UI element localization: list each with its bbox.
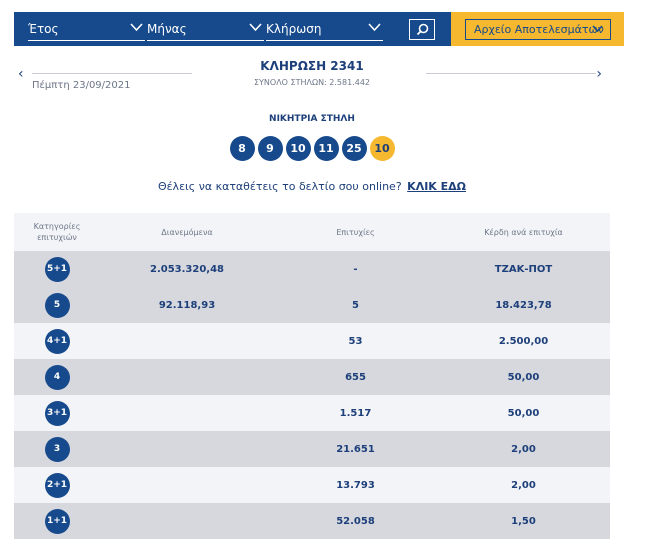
table-row: 3 21.651 2,00: [14, 431, 610, 467]
category-cell: 5+1: [14, 251, 100, 287]
winning-number-ball: 11: [313, 136, 339, 161]
category-cell: 2+1: [14, 467, 100, 503]
winners-cell: 5: [352, 299, 359, 311]
draw-select-label: Κλήρωση: [266, 22, 322, 36]
table-row: 5 92.118,93 5 18.423,78: [14, 287, 610, 323]
winning-number-ball: 8: [229, 136, 255, 161]
category-badge: 3: [44, 436, 70, 462]
month-select[interactable]: Μήνας: [147, 12, 264, 46]
header-category: Κατηγορίες επιτυχιών: [33, 222, 81, 242]
chevron-down-icon: [368, 23, 381, 32]
online-prompt-text: Θέλεις να καταθέτεις το δελτίο σου onlin…: [157, 180, 402, 193]
winners-cell: 53: [348, 335, 363, 347]
winning-numbers: 8 9 10 11 25 10: [14, 136, 610, 161]
draw-select-underline: [266, 40, 383, 41]
divider: [426, 73, 596, 74]
winners-cell: -: [353, 263, 358, 275]
category-cell: 3: [14, 431, 100, 467]
winners-cell: 13.793: [336, 479, 375, 491]
draw-date: Πέμπτη 23/09/2021: [32, 80, 131, 91]
prize-cell: 50,00: [507, 407, 540, 419]
distributed-cell: [100, 503, 274, 539]
prize-cell: ΤΖΑΚ-ΠΟΤ: [494, 263, 553, 275]
category-cell: 3+1: [14, 395, 100, 431]
chevron-down-icon: [130, 23, 143, 32]
table-row: 3+1 1.517 50,00: [14, 395, 610, 431]
distributed-cell: [100, 395, 274, 431]
category-badge: 2+1: [44, 472, 70, 498]
chevron-down-icon: [249, 23, 262, 32]
table-row: 5+1 2.053.320,48 - ΤΖΑΚ-ΠΟΤ: [14, 251, 610, 287]
table-row: 4+1 53 2.500,00: [14, 323, 610, 359]
joker-number-ball: 10: [369, 136, 395, 161]
winners-cell: 1.517: [339, 407, 372, 419]
winners-cell: 655: [345, 371, 366, 383]
table-row: 2+1 13.793 2,00: [14, 467, 610, 503]
winners-cell: 21.651: [336, 443, 375, 455]
category-cell: 4+1: [14, 323, 100, 359]
month-select-underline: [147, 40, 264, 41]
draw-title: ΚΛΗΡΩΣΗ 2341: [260, 59, 364, 73]
header-prize: Κέρδη ανά επιτυχία: [484, 227, 563, 237]
online-prompt: Θέλεις να καταθέτεις το δελτίο σου onlin…: [14, 180, 610, 193]
category-cell: 4: [14, 359, 100, 395]
winning-number-ball: 9: [257, 136, 283, 161]
prize-cell: 2.500,00: [498, 335, 549, 347]
distributed-cell: [100, 359, 274, 395]
filter-bar: Έτος Μήνας Κλήρωση Αρχείο Αποτελεσμάτων: [14, 12, 624, 46]
prev-draw-arrow[interactable]: ‹: [18, 66, 24, 82]
distributed-cell: [100, 467, 274, 503]
category-cell: 5: [14, 287, 100, 323]
table-row: 1+1 52.058 1,50: [14, 503, 610, 539]
search-icon: [416, 23, 428, 36]
year-select-label: Έτος: [28, 22, 59, 36]
distributed-cell: 92.118,93: [158, 299, 216, 311]
distributed-cell: [100, 431, 274, 467]
category-badge: 5+1: [44, 256, 70, 282]
category-badge: 3+1: [44, 400, 70, 426]
category-badge: 5: [44, 292, 70, 318]
category-badge: 4: [44, 364, 70, 390]
prize-cell: 2,00: [511, 443, 536, 455]
archive-button[interactable]: Αρχείο Αποτελεσμάτων: [451, 12, 624, 46]
header-winners: Επιτυχίες: [336, 227, 375, 237]
winning-column-label: ΝΙΚΗΤΡΙΑ ΣΤΗΛΗ: [269, 114, 355, 124]
archive-label: Αρχείο Αποτελεσμάτων: [474, 23, 604, 36]
distributed-cell: 2.053.320,48: [149, 263, 225, 275]
winning-number-ball: 10: [285, 136, 311, 161]
next-draw-arrow[interactable]: ›: [596, 66, 602, 82]
draw-navigation: ‹ Πέμπτη 23/09/2021 ΚΛΗΡΩΣΗ 2341 ΣΥΝΟΛΟ …: [14, 46, 610, 100]
total-columns: ΣΥΝΟΛΟ ΣΤΗΛΩΝ: 2.581.442: [253, 78, 370, 87]
category-badge: 1+1: [44, 508, 70, 534]
search-button[interactable]: [409, 19, 435, 40]
distributed-cell: [100, 323, 274, 359]
table-header: Κατηγορίες επιτυχιών Διανεμόμενα Επιτυχί…: [14, 213, 610, 251]
draw-select[interactable]: Κλήρωση: [266, 12, 383, 46]
winners-cell: 52.058: [336, 515, 375, 527]
chevron-down-icon: [592, 25, 603, 33]
header-distributed: Διανεμόμενα: [161, 227, 213, 237]
results-table: Κατηγορίες επιτυχιών Διανεμόμενα Επιτυχί…: [14, 213, 610, 539]
year-select-underline: [28, 40, 145, 41]
divider: [32, 73, 192, 74]
month-select-label: Μήνας: [147, 22, 187, 36]
winning-number-ball: 25: [341, 136, 367, 161]
prize-cell: 18.423,78: [495, 299, 552, 311]
category-badge: 4+1: [44, 328, 70, 354]
year-select[interactable]: Έτος: [28, 12, 145, 46]
click-here-link[interactable]: ΚΛΙΚ ΕΔΩ: [407, 180, 467, 193]
archive-dropdown[interactable]: Αρχείο Αποτελεσμάτων: [465, 19, 611, 40]
table-row: 4 655 50,00: [14, 359, 610, 395]
prize-cell: 50,00: [507, 371, 540, 383]
prize-cell: 1,50: [511, 515, 536, 527]
prize-cell: 2,00: [511, 479, 536, 491]
category-cell: 1+1: [14, 503, 100, 539]
